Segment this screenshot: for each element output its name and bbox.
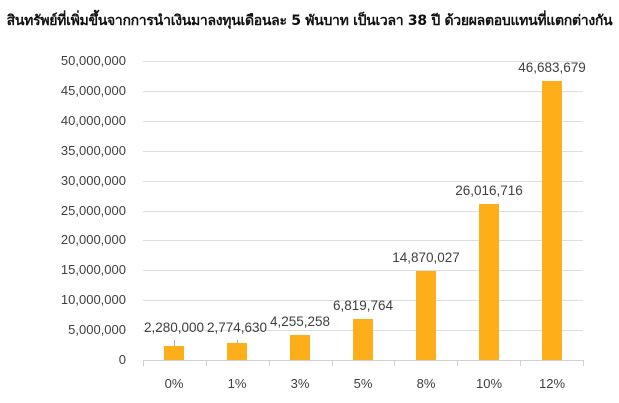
chart-title: สินทรัพย์ที่เพิ่มขึ้นจากการนำเงินมาลงทุน… xyxy=(6,13,613,29)
y-tick-label: 5,000,000 xyxy=(68,322,126,337)
data-label: 4,255,258 xyxy=(269,314,331,329)
x-tick-label: 3% xyxy=(290,376,310,391)
gridline xyxy=(143,121,583,122)
leader-line xyxy=(237,340,238,343)
x-tick-mark xyxy=(206,360,207,366)
y-tick-label: 25,000,000 xyxy=(60,203,126,218)
x-tick-mark xyxy=(332,360,333,366)
data-label: 6,819,764 xyxy=(332,298,394,313)
bar-1pct xyxy=(227,343,247,360)
y-tick-label: 40,000,000 xyxy=(60,113,126,128)
y-tick-label: 45,000,000 xyxy=(60,83,126,98)
bar-3pct xyxy=(290,335,310,360)
y-tick-label: 35,000,000 xyxy=(60,143,126,158)
y-tick-label: 0 xyxy=(118,352,126,367)
x-tick-mark xyxy=(457,360,458,366)
bar-10pct xyxy=(479,204,499,360)
data-label: 2,774,630 xyxy=(206,320,268,335)
bar-12pct xyxy=(542,81,562,360)
gridline xyxy=(143,91,583,92)
data-label: 14,870,027 xyxy=(392,250,460,265)
x-tick-mark xyxy=(583,360,584,366)
data-label: 46,683,679 xyxy=(518,60,586,75)
x-axis-line xyxy=(143,360,583,361)
y-tick-label: 20,000,000 xyxy=(60,232,126,247)
bar-0pct xyxy=(164,346,184,360)
x-tick-mark xyxy=(269,360,270,366)
y-tick-label: 10,000,000 xyxy=(60,292,126,307)
y-tick-label: 15,000,000 xyxy=(60,262,126,277)
x-tick-label: 0% xyxy=(164,376,184,391)
bar-8pct xyxy=(416,271,436,360)
gridline xyxy=(143,181,583,182)
gridline xyxy=(143,240,583,241)
x-tick-label: 10% xyxy=(475,376,503,391)
x-tick-label: 5% xyxy=(353,376,373,391)
gridline xyxy=(143,211,583,212)
x-tick-mark xyxy=(520,360,521,366)
gridline xyxy=(143,300,583,301)
gridline xyxy=(143,270,583,271)
gridline xyxy=(143,61,583,62)
data-label: 2,280,000 xyxy=(143,320,205,335)
gridline xyxy=(143,151,583,152)
data-label: 26,016,716 xyxy=(455,183,523,198)
x-tick-mark xyxy=(394,360,395,366)
x-tick-label: 12% xyxy=(538,376,566,391)
x-tick-mark xyxy=(143,360,144,366)
x-tick-label: 8% xyxy=(416,376,436,391)
x-tick-label: 1% xyxy=(227,376,247,391)
y-tick-label: 30,000,000 xyxy=(60,173,126,188)
bar-5pct xyxy=(353,319,373,360)
leader-line xyxy=(174,340,175,346)
y-tick-label: 50,000,000 xyxy=(60,53,126,68)
